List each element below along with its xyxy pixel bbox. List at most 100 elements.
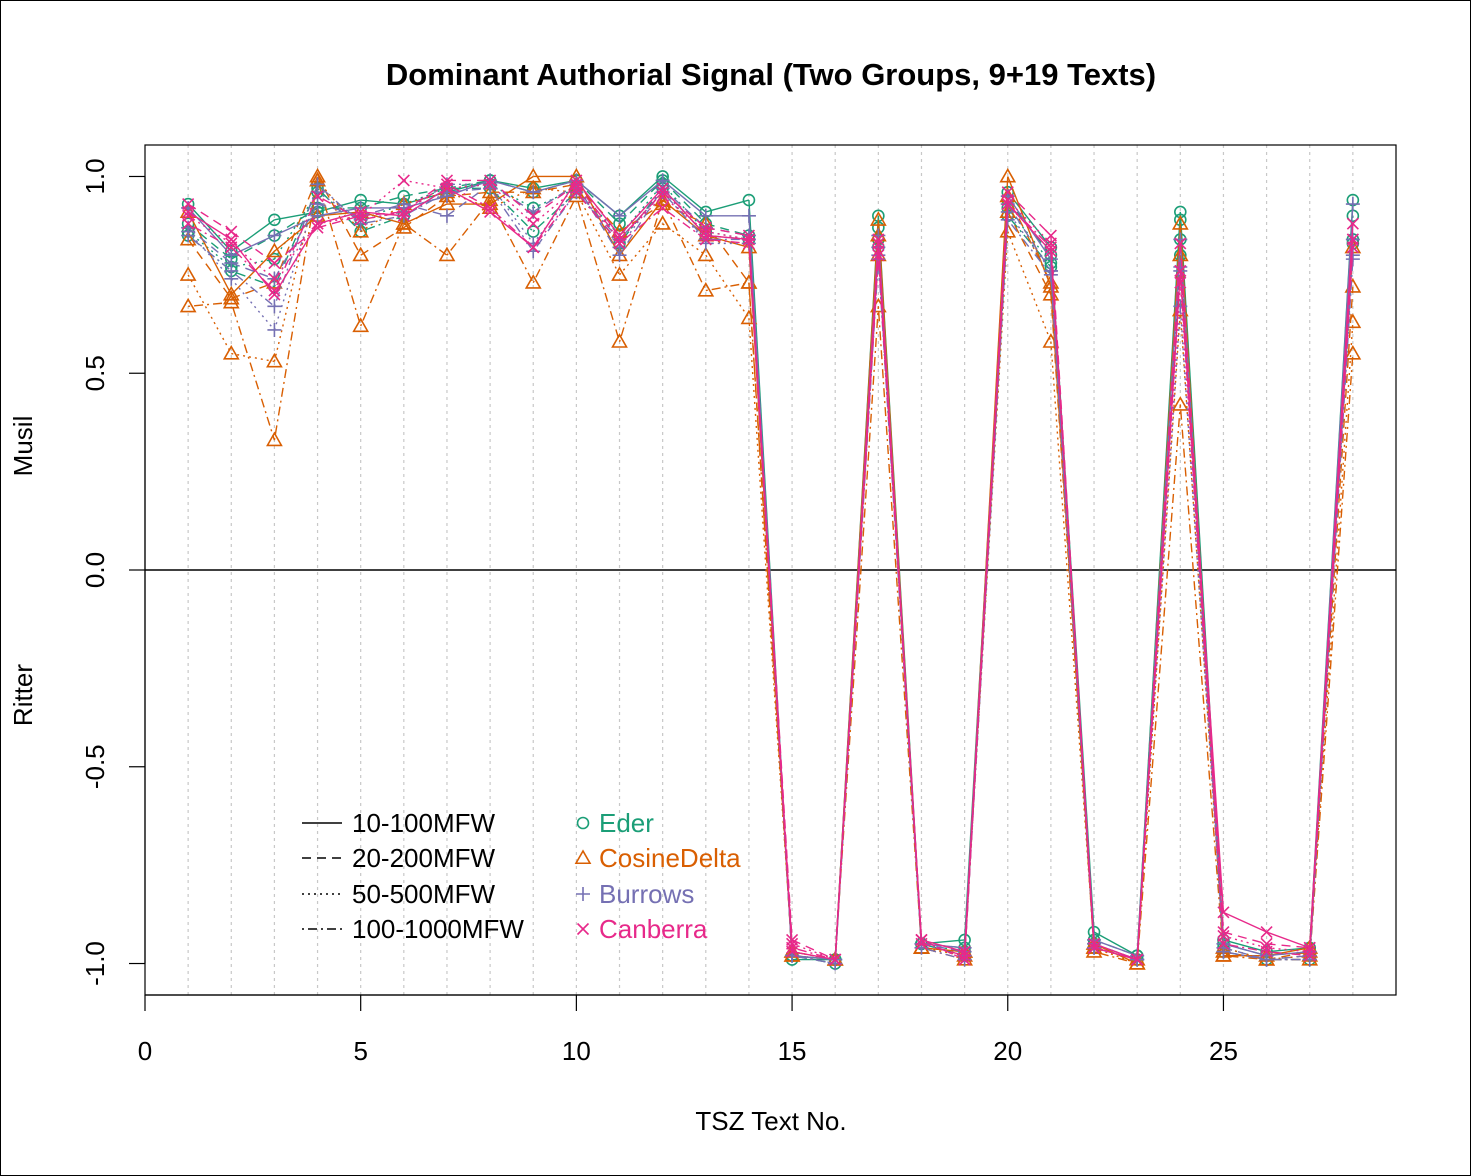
data-point xyxy=(958,949,971,962)
x-axis-label: TSZ Text No. xyxy=(695,1106,846,1136)
x-axis: 0 5 10 15 20 25 xyxy=(138,994,1238,1066)
data-point xyxy=(440,182,454,195)
series-line-segment xyxy=(1309,322,1354,956)
data-point xyxy=(354,209,367,222)
data-point xyxy=(484,178,497,191)
series-line-segment xyxy=(532,191,577,252)
series-line-segment xyxy=(662,199,707,291)
series-line-segment xyxy=(360,203,405,217)
series-line-segment xyxy=(619,191,664,240)
data-point xyxy=(611,333,628,348)
data-point xyxy=(1171,396,1189,411)
data-point xyxy=(915,933,928,946)
data-point xyxy=(697,246,715,262)
data-point xyxy=(481,183,499,199)
data-point xyxy=(526,185,541,200)
series-line-segment xyxy=(877,306,923,948)
data-point xyxy=(742,193,756,207)
series-line-segment xyxy=(403,179,448,189)
series-line-segment xyxy=(446,183,491,209)
legend-marker xyxy=(576,887,590,901)
series-line-segment xyxy=(619,179,664,225)
series-line-segment xyxy=(446,187,491,213)
series-line-segment xyxy=(273,180,319,441)
data-point xyxy=(266,242,283,258)
series-line-segment xyxy=(1179,270,1225,944)
series-line-segment xyxy=(705,223,750,284)
series-line-segment xyxy=(619,207,664,244)
data-point xyxy=(224,263,239,278)
series-line-segment xyxy=(1007,211,1052,295)
data-point xyxy=(1346,217,1359,230)
series-line-segment xyxy=(1093,951,1138,965)
data-point xyxy=(268,284,281,297)
series-line-segment xyxy=(1007,195,1052,284)
series-line-segment xyxy=(489,179,534,193)
legend: 10-100MFW 20-200MFW 50-500MFW 100-1000MFW Ed… xyxy=(302,808,741,944)
series-line-segment xyxy=(446,199,491,256)
data-point xyxy=(1044,241,1057,254)
series-line-segment xyxy=(187,215,232,244)
series-line-segment xyxy=(489,183,534,225)
data-point xyxy=(742,237,755,250)
series-line-segment xyxy=(230,231,275,264)
series-line-segment xyxy=(317,215,361,225)
data-point xyxy=(311,221,324,234)
series-line-segment xyxy=(705,234,750,248)
data-point xyxy=(310,197,325,212)
series-line-segment xyxy=(1309,353,1354,960)
series-line-segment xyxy=(662,191,707,240)
chart-title: Dominant Authorial Signal (Two Groups, 9… xyxy=(386,57,1156,92)
series-line-segment xyxy=(619,187,664,236)
data-point xyxy=(268,256,281,270)
series-line-segment xyxy=(662,187,707,236)
series-line-segment xyxy=(1266,931,1310,949)
series-line-segment xyxy=(230,246,275,292)
data-point xyxy=(570,182,583,195)
series-line-segment xyxy=(532,195,578,284)
data-point xyxy=(1001,197,1014,211)
series-line-segment xyxy=(1050,247,1095,948)
series-line-segment xyxy=(791,954,836,965)
series-line-segment xyxy=(877,251,923,940)
data-point xyxy=(740,309,758,325)
series-line-segment xyxy=(1309,247,1354,956)
data-point xyxy=(786,941,799,954)
series-line-segment xyxy=(403,203,448,217)
series-line-segment xyxy=(1007,203,1052,248)
data-point xyxy=(1346,241,1359,254)
data-point xyxy=(1043,267,1058,282)
series-line-segment xyxy=(403,183,448,213)
series-line-segment xyxy=(1093,939,1138,957)
data-point xyxy=(395,215,413,230)
legend-linetype-label: 10-100MFW xyxy=(352,808,495,838)
series-line-segment xyxy=(317,179,362,233)
series-line-segment xyxy=(231,262,275,280)
series-line-segment xyxy=(877,255,923,940)
series-line-segment xyxy=(1223,939,1267,953)
data-point xyxy=(484,201,497,215)
series-line-segment xyxy=(230,302,276,441)
series-line-segment xyxy=(230,219,275,252)
series-line-segment xyxy=(317,207,361,217)
series-line-segment xyxy=(532,187,577,209)
data-point xyxy=(1217,937,1230,950)
series-line-segment xyxy=(532,180,577,248)
data-point xyxy=(699,233,712,246)
data-point xyxy=(397,205,410,218)
series-line-segment xyxy=(187,234,232,272)
data-point xyxy=(613,237,626,250)
data-point xyxy=(181,228,196,243)
data-point xyxy=(179,297,197,313)
data-point xyxy=(438,246,456,262)
series-line-segment xyxy=(618,199,664,342)
series-line-segment xyxy=(921,943,965,957)
series-line-segment xyxy=(273,180,319,362)
data-point xyxy=(1174,237,1187,250)
data-point xyxy=(1044,237,1057,250)
series-line-segment xyxy=(489,199,534,284)
series-line-segment xyxy=(360,211,404,221)
data-point xyxy=(1260,941,1273,954)
series-line-segment xyxy=(1136,270,1182,960)
y-axis-label-musil: Musil xyxy=(8,416,38,477)
